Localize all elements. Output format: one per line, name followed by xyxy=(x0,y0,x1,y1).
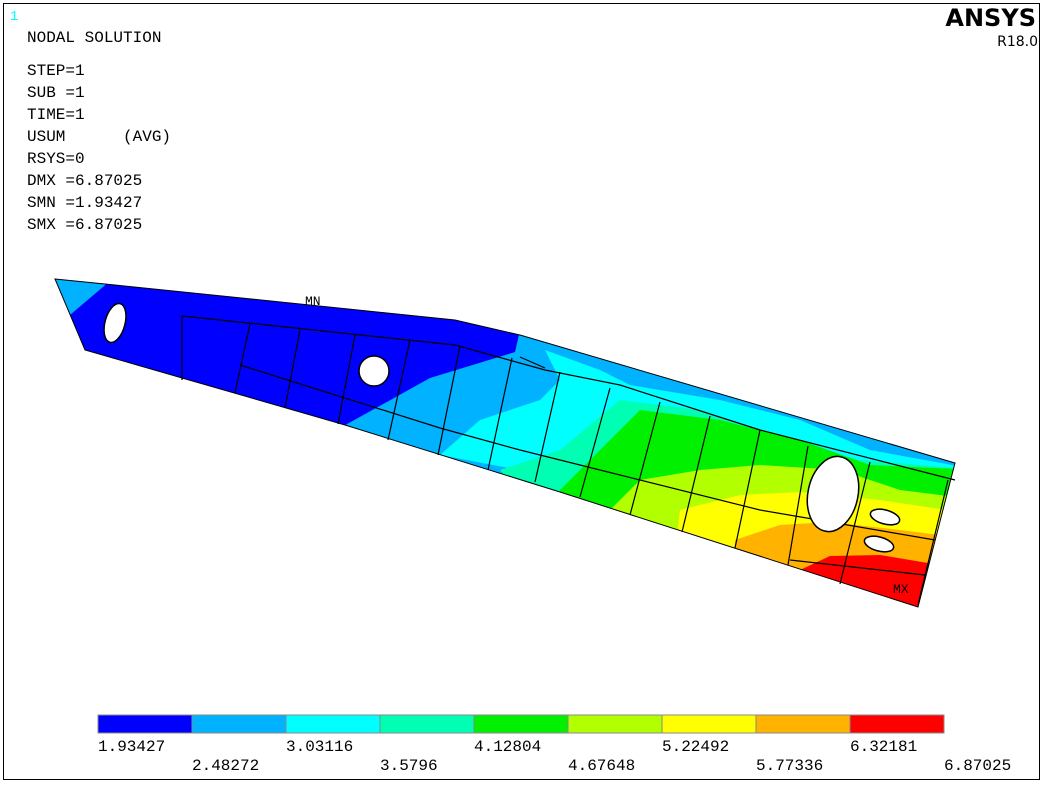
info-line: SMX =6.87025 xyxy=(27,216,142,234)
info-lines: STEP=1 SUB =1 TIME=1 USUM (AVG) RSYS=0 DMX =6… xyxy=(27,62,171,234)
info-line: RSYS=0 xyxy=(27,150,85,168)
beam-outline xyxy=(54,278,956,608)
legend-swatch xyxy=(567,714,663,734)
version: R18.0 xyxy=(997,34,1038,50)
frame xyxy=(3,3,1040,780)
window-number: 1 xyxy=(10,9,18,25)
legend-label: 2.48272 xyxy=(192,757,259,775)
max-marker: MX xyxy=(893,582,909,597)
info-line: SUB =1 xyxy=(27,84,85,102)
brand-logo: ANSYS xyxy=(945,4,1036,32)
legend-label: 4.67648 xyxy=(568,757,635,775)
legend-label: 3.5796 xyxy=(380,757,438,775)
legend-swatch xyxy=(97,714,193,734)
legend-swatch xyxy=(285,714,381,734)
plot-title: NODAL SOLUTION xyxy=(27,29,161,47)
min-marker: MN xyxy=(305,294,321,309)
legend-label: 1.93427 xyxy=(98,738,165,756)
legend-label: 3.03116 xyxy=(286,738,353,756)
contour-legend: 1.93427 2.48272 3.03116 3.5796 4.12804 4.6764… xyxy=(97,714,1011,775)
legend-swatch xyxy=(849,714,945,734)
legend-label: 5.22492 xyxy=(662,738,729,756)
mesh xyxy=(181,315,956,606)
legend-label: 5.77336 xyxy=(756,757,823,775)
legend-swatch xyxy=(473,714,569,734)
info-line: USUM (AVG) xyxy=(27,128,171,146)
legend-swatch xyxy=(191,714,287,734)
legend-swatch xyxy=(379,714,475,734)
info-line: TIME=1 xyxy=(27,106,85,124)
info-line: DMX =6.87025 xyxy=(27,172,142,190)
legend-label: 6.87025 xyxy=(944,757,1011,775)
legend-label: 4.12804 xyxy=(474,738,541,756)
legend-swatch xyxy=(755,714,851,734)
info-line: SMN =1.93427 xyxy=(27,194,142,212)
contour-band xyxy=(55,279,110,315)
legend-swatch xyxy=(661,714,757,734)
holes xyxy=(103,302,901,553)
info-line: STEP=1 xyxy=(27,62,85,80)
legend-label: 6.32181 xyxy=(850,738,917,756)
